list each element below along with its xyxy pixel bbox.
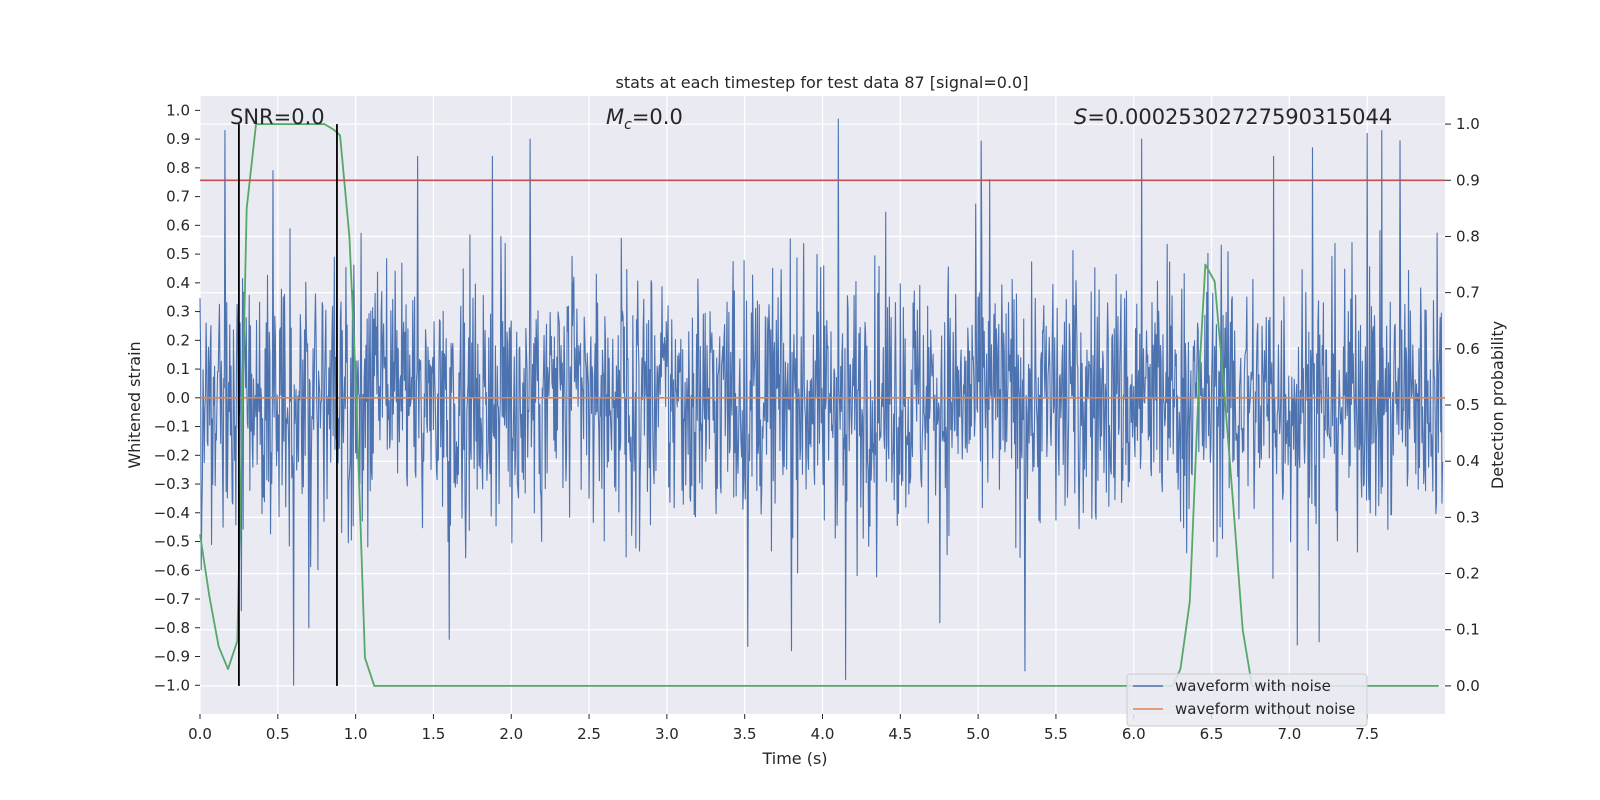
- y2-tick-label: 0.3: [1456, 508, 1480, 526]
- x-tick-label: 5.0: [966, 725, 990, 743]
- y-tick-label: −0.8: [154, 619, 190, 637]
- waveform-with-noise-line: [199, 118, 1444, 686]
- plot-overlay: [199, 123, 1445, 687]
- chirp-mass-value: =0.0: [632, 105, 683, 129]
- y2-tick-label: 1.0: [1456, 115, 1480, 133]
- y-tick-label: 0.7: [166, 188, 190, 206]
- y-tick-label: −0.3: [154, 475, 190, 493]
- x-tick-label: 0.0: [188, 725, 212, 743]
- y-tick-label: 1.0: [166, 101, 190, 119]
- y2-tick-label: 0.7: [1456, 284, 1480, 302]
- x-tick-label: 1.5: [422, 725, 446, 743]
- x-tick-label: 4.0: [811, 725, 835, 743]
- x-tick-label: 3.5: [733, 725, 757, 743]
- y-tick-label: −0.6: [154, 561, 190, 579]
- y2-tick-label: 0.8: [1456, 227, 1480, 245]
- x-tick-label: 1.0: [344, 725, 368, 743]
- x-tick-label: 7.0: [1277, 725, 1301, 743]
- snr-annotation: SNR=0.0: [230, 105, 325, 129]
- chart-title: stats at each timestep for test data 87 …: [616, 73, 1029, 92]
- x-tick-label: 4.5: [888, 725, 912, 743]
- y2-tick-label: 0.5: [1456, 396, 1480, 414]
- y2-tick-label: 0.0: [1456, 677, 1480, 695]
- y-tick-label: 0.2: [166, 331, 190, 349]
- y-tick-label: −1.0: [154, 676, 190, 694]
- x-tick-label: 3.0: [655, 725, 679, 743]
- y-tick-label: 0.9: [166, 130, 190, 148]
- x-tick-label: 6.0: [1122, 725, 1146, 743]
- y-tick-label: −0.1: [154, 418, 190, 436]
- x-tick-label: 2.0: [499, 725, 523, 743]
- x-tick-label: 7.5: [1355, 725, 1379, 743]
- axis-ticks: 0.0 0.5 1.0 1.5 2.0 2.5 3.0 3.5 4.0 4.5 5.0 5.5 6.0 6…: [154, 101, 1480, 743]
- y2-tick-label: 0.4: [1456, 452, 1480, 470]
- y-tick-label: 0.0: [166, 389, 190, 407]
- y2-axis-label: Detection probability: [1488, 321, 1507, 489]
- s-symbol: S: [1074, 105, 1087, 129]
- y-axis-label: Whitened strain: [125, 341, 144, 468]
- x-tick-label: 5.5: [1044, 725, 1068, 743]
- y-tick-label: 0.8: [166, 159, 190, 177]
- y-tick-label: −0.4: [154, 504, 190, 522]
- y-tick-label: 0.6: [166, 216, 190, 234]
- y-tick-label: −0.5: [154, 533, 190, 551]
- y2-tick-label: 0.6: [1456, 340, 1480, 358]
- x-tick-label: 0.5: [266, 725, 290, 743]
- y-tick-label: 0.3: [166, 303, 190, 321]
- chirp-mass-symbol: M: [606, 105, 624, 129]
- y2-tick-label: 0.2: [1456, 565, 1480, 583]
- chirp-mass-subscript: c: [624, 117, 632, 133]
- x-tick-label: 6.5: [1200, 725, 1224, 743]
- y-tick-label: 0.1: [166, 360, 190, 378]
- s-annotation: S=0.00025302727590315044: [1074, 105, 1392, 129]
- legend-box: [1126, 673, 1368, 727]
- s-value: =0.00025302727590315044: [1087, 105, 1392, 129]
- detection-probability-line: [199, 123, 1439, 687]
- y-tick-label: −0.7: [154, 590, 190, 608]
- chirp-mass-annotation: Mc=0.0: [606, 105, 683, 133]
- legend-entry-clean: waveform without noise: [1175, 700, 1355, 718]
- y-tick-label: −0.2: [154, 446, 190, 464]
- y2-tick-label: 0.9: [1456, 171, 1480, 189]
- x-axis-label: Time (s): [761, 749, 827, 768]
- y2-tick-label: 0.1: [1456, 621, 1480, 639]
- y-tick-label: −0.9: [154, 648, 190, 666]
- y-tick-label: 0.5: [166, 245, 190, 263]
- x-tick-label: 2.5: [577, 725, 601, 743]
- y-tick-label: 0.4: [166, 274, 190, 292]
- legend: waveform with noise waveform without noi…: [1126, 673, 1368, 727]
- legend-entry-noisy: waveform with noise: [1175, 677, 1331, 695]
- waveform-with-noise-series: [199, 118, 1444, 686]
